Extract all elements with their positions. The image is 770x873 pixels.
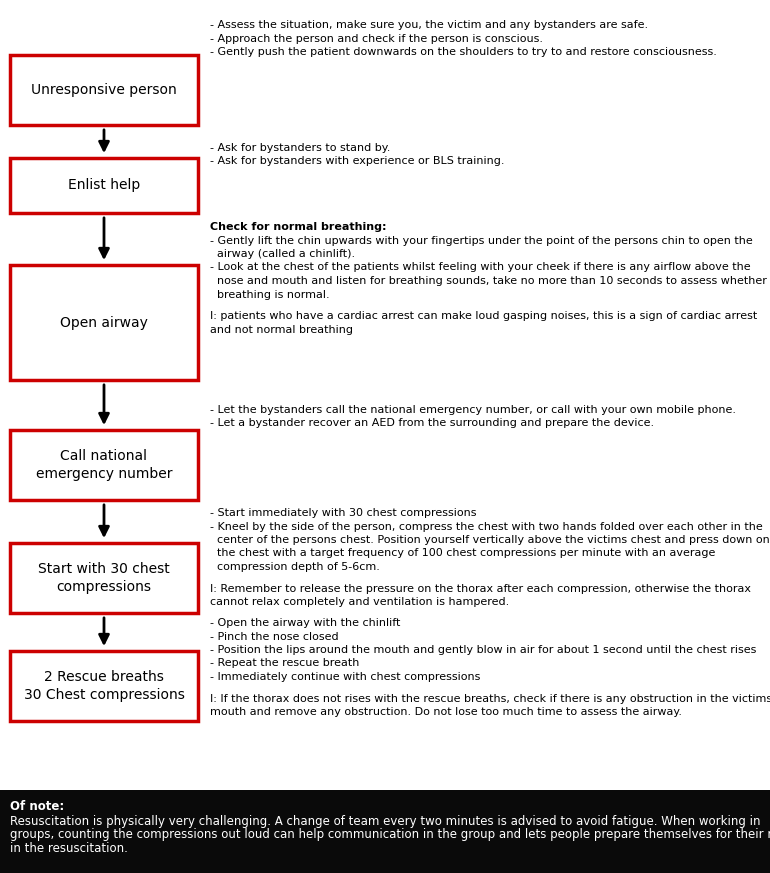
Text: I: If the thorax does not rises with the rescue breaths, check if there is any o: I: If the thorax does not rises with the… bbox=[210, 694, 770, 704]
Text: center of the persons chest. Position yourself vertically above the victims ches: center of the persons chest. Position yo… bbox=[210, 535, 770, 545]
Text: - Immediately continue with chest compressions: - Immediately continue with chest compre… bbox=[210, 672, 480, 682]
Text: - Approach the person and check if the person is conscious.: - Approach the person and check if the p… bbox=[210, 33, 543, 44]
Text: compression depth of 5-6cm.: compression depth of 5-6cm. bbox=[210, 562, 380, 572]
Text: and not normal breathing: and not normal breathing bbox=[210, 325, 353, 334]
Text: in the resuscitation.: in the resuscitation. bbox=[10, 842, 128, 855]
Text: I: Remember to release the pressure on the thorax after each compression, otherw: I: Remember to release the pressure on t… bbox=[210, 583, 751, 594]
Text: cannot relax completely and ventilation is hampered.: cannot relax completely and ventilation … bbox=[210, 597, 509, 607]
Text: - Assess the situation, make sure you, the victim and any bystanders are safe.: - Assess the situation, make sure you, t… bbox=[210, 20, 648, 30]
Text: - Gently push the patient downwards on the shoulders to try to and restore consc: - Gently push the patient downwards on t… bbox=[210, 47, 717, 57]
Text: - Open the airway with the chinlift: - Open the airway with the chinlift bbox=[210, 618, 400, 628]
Text: - Let a bystander recover an AED from the surrounding and prepare the device.: - Let a bystander recover an AED from th… bbox=[210, 418, 654, 429]
Bar bbox=[10, 543, 198, 613]
Text: mouth and remove any obstruction. Do not lose too much time to assess the airway: mouth and remove any obstruction. Do not… bbox=[210, 707, 682, 717]
Bar bbox=[10, 430, 198, 500]
Text: groups, counting the compressions out loud can help communication in the group a: groups, counting the compressions out lo… bbox=[10, 828, 770, 841]
Bar bbox=[0, 790, 770, 873]
Bar bbox=[10, 651, 198, 721]
Text: Unresponsive person: Unresponsive person bbox=[31, 83, 177, 97]
Text: - Let the bystanders call the national emergency number, or call with your own m: - Let the bystanders call the national e… bbox=[210, 405, 736, 415]
Text: - Kneel by the side of the person, compress the chest with two hands folded over: - Kneel by the side of the person, compr… bbox=[210, 521, 763, 532]
Text: Start with 30 chest
compressions: Start with 30 chest compressions bbox=[38, 562, 170, 595]
Text: - Gently lift the chin upwards with your fingertips under the point of the perso: - Gently lift the chin upwards with your… bbox=[210, 236, 753, 245]
Text: I: patients who have a cardiac arrest can make loud gasping noises, this is a si: I: patients who have a cardiac arrest ca… bbox=[210, 311, 757, 321]
Text: - Pinch the nose closed: - Pinch the nose closed bbox=[210, 631, 339, 642]
Text: Call national
emergency number: Call national emergency number bbox=[35, 449, 172, 481]
Text: the chest with a target frequency of 100 chest compressions per minute with an a: the chest with a target frequency of 100… bbox=[210, 548, 715, 559]
Text: Open airway: Open airway bbox=[60, 315, 148, 329]
Text: airway (called a chinlift).: airway (called a chinlift). bbox=[210, 249, 355, 259]
Text: Check for normal breathing:: Check for normal breathing: bbox=[210, 222, 387, 232]
Text: - Ask for bystanders with experience or BLS training.: - Ask for bystanders with experience or … bbox=[210, 156, 504, 167]
Bar bbox=[10, 55, 198, 125]
Bar bbox=[10, 265, 198, 380]
Text: breathing is normal.: breathing is normal. bbox=[210, 290, 330, 299]
Text: - Look at the chest of the patients whilst feeling with your cheek if there is a: - Look at the chest of the patients whil… bbox=[210, 263, 751, 272]
Text: - Ask for bystanders to stand by.: - Ask for bystanders to stand by. bbox=[210, 143, 390, 153]
Text: Enlist help: Enlist help bbox=[68, 178, 140, 193]
Text: Resuscitation is physically very challenging. A change of team every two minutes: Resuscitation is physically very challen… bbox=[10, 815, 761, 828]
Text: - Start immediately with 30 chest compressions: - Start immediately with 30 chest compre… bbox=[210, 508, 477, 518]
Text: 2 Rescue breaths
30 Chest compressions: 2 Rescue breaths 30 Chest compressions bbox=[24, 670, 185, 702]
Text: Of note:: Of note: bbox=[10, 800, 64, 813]
Text: - Repeat the rescue breath: - Repeat the rescue breath bbox=[210, 658, 360, 669]
Bar bbox=[10, 158, 198, 213]
Text: - Position the lips around the mouth and gently blow in air for about 1 second u: - Position the lips around the mouth and… bbox=[210, 645, 756, 655]
Text: nose and mouth and listen for breathing sounds, take no more than 10 seconds to : nose and mouth and listen for breathing … bbox=[210, 276, 767, 286]
